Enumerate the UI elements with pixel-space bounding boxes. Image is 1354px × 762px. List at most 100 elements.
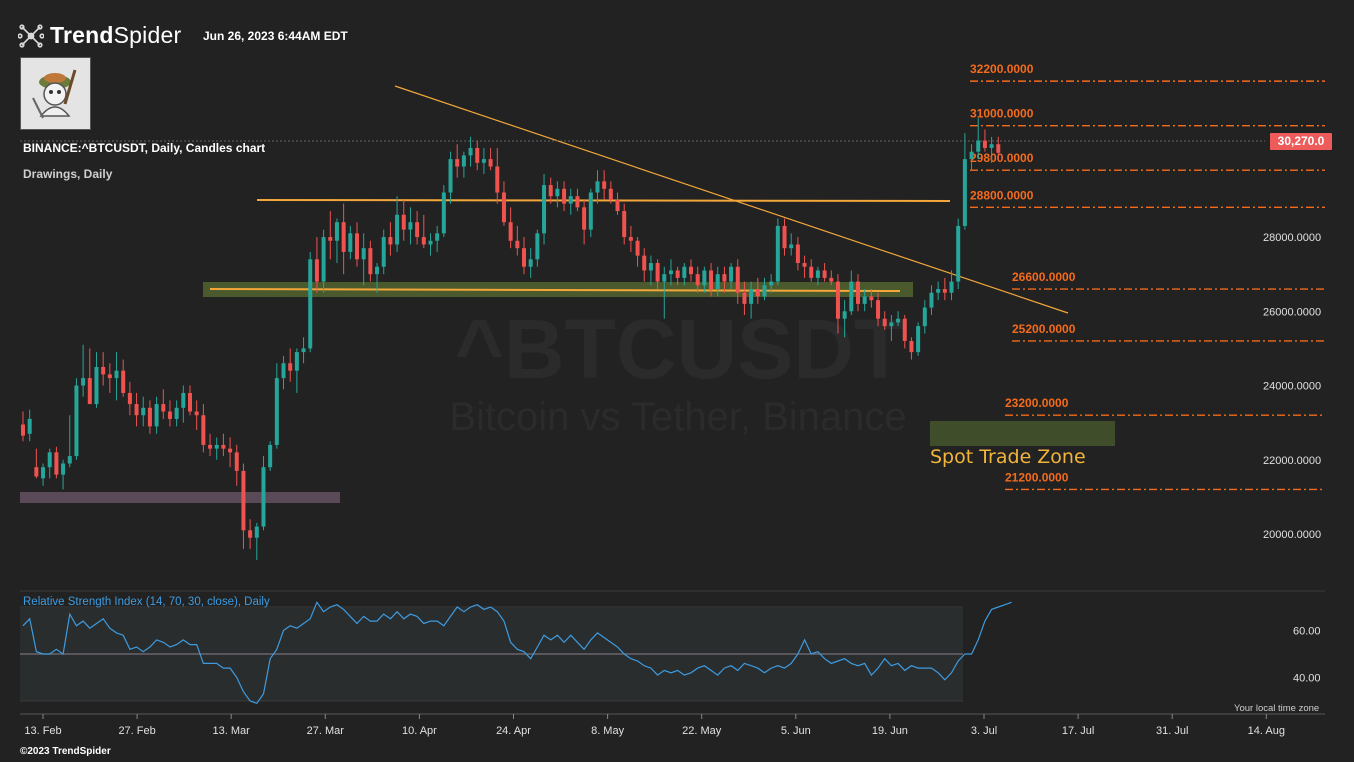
candle-body xyxy=(254,526,259,538)
candle-body xyxy=(762,285,767,297)
candle-body xyxy=(74,385,79,457)
candle-body xyxy=(775,225,780,282)
candle-body xyxy=(261,467,266,527)
candle-body xyxy=(468,147,473,156)
candle-body xyxy=(248,530,253,538)
candle-body xyxy=(815,270,820,278)
candle-body xyxy=(535,233,540,260)
candle-body xyxy=(81,378,86,386)
candle-body xyxy=(942,289,947,293)
candle-body xyxy=(415,222,420,238)
x-tick-label: 8. May xyxy=(591,725,625,737)
avatar-illustration xyxy=(21,58,90,129)
candle-body xyxy=(829,277,834,282)
candle-body xyxy=(562,188,567,204)
candle-body xyxy=(702,270,707,286)
x-tick-label: 24. Apr xyxy=(496,725,531,737)
candle-body xyxy=(441,192,446,234)
candle-body xyxy=(922,307,927,327)
x-tick-label: 5. Jun xyxy=(781,725,811,737)
level-label: 21200.0000 xyxy=(1005,470,1069,484)
candle-body xyxy=(134,404,139,416)
candle-body xyxy=(161,404,166,412)
candle-body xyxy=(94,366,99,405)
candle-body xyxy=(461,155,466,167)
candle-body xyxy=(341,222,346,252)
candle-body xyxy=(749,289,754,304)
candle-body xyxy=(421,237,426,245)
candle-body xyxy=(635,240,640,256)
candle-body xyxy=(508,222,513,241)
candle-body xyxy=(856,281,860,304)
candle-body xyxy=(47,452,52,468)
candle-body xyxy=(842,311,847,319)
price-axis: 20000.0000 22000.0000 24000.0000 26000.0000… xyxy=(1263,232,1321,541)
candle-body xyxy=(949,281,954,293)
y-tick-label: 20000.0000 xyxy=(1263,529,1321,541)
candle-body xyxy=(348,233,353,252)
level-label: 29800.0000 xyxy=(970,151,1034,165)
candle-body xyxy=(455,159,460,167)
candle-body xyxy=(876,300,881,319)
candle-body xyxy=(294,352,299,371)
candle-body xyxy=(201,415,206,445)
support-line[interactable] xyxy=(209,288,901,292)
candle-body xyxy=(715,274,720,290)
x-tick-label: 10. Apr xyxy=(402,725,437,737)
rsi-line[interactable] xyxy=(22,601,1012,705)
candle-body xyxy=(882,318,887,327)
candle-body xyxy=(408,222,413,230)
candle-body xyxy=(929,292,934,308)
rsi-tick-label: 60.00 xyxy=(1293,626,1321,638)
descending-trendline[interactable] xyxy=(394,85,1069,314)
candle-body xyxy=(869,296,874,301)
resistance-line[interactable] xyxy=(256,199,951,202)
x-tick-label: 27. Mar xyxy=(307,725,345,737)
candle-body xyxy=(181,392,186,408)
candle-body xyxy=(188,392,192,412)
timezone-note: Your local time zone xyxy=(1234,703,1320,714)
spot-trade-zone[interactable] xyxy=(930,421,1115,446)
candle-body xyxy=(301,348,306,353)
candle-body xyxy=(401,214,406,230)
candle-body xyxy=(548,185,553,197)
candle-body xyxy=(809,266,814,278)
candle-body xyxy=(495,166,500,193)
candle-body xyxy=(956,225,961,282)
candle-body xyxy=(682,266,687,278)
x-tick-label: 3. Jul xyxy=(971,725,997,737)
price-levels[interactable]: 32200.0000 31000.0000 29800.0000 28800.0000… xyxy=(970,62,1325,491)
candle-body xyxy=(174,407,179,419)
rsi-title: Relative Strength Index (14, 70, 30, clo… xyxy=(23,596,270,608)
candle-body xyxy=(542,185,547,234)
candle-body xyxy=(755,289,760,297)
watermark-subtitle: Bitcoin vs Tether, Binance xyxy=(449,395,906,439)
candle-body xyxy=(27,418,32,434)
level-label: 25200.0000 xyxy=(1012,322,1076,336)
candle-body xyxy=(789,244,794,249)
x-tick-label: 19. Jun xyxy=(872,725,908,737)
candle-body xyxy=(668,270,673,275)
candle-body xyxy=(154,404,159,427)
rsi-indicator[interactable]: 40.00 60.00 xyxy=(20,601,1321,705)
copyright: ©2023 TrendSpider xyxy=(20,746,111,757)
candle-body xyxy=(689,266,693,275)
candle-body xyxy=(575,196,580,208)
candle-body xyxy=(515,240,520,249)
y-tick-label: 22000.0000 xyxy=(1263,455,1321,467)
candle-body xyxy=(214,444,219,449)
candle-body xyxy=(41,467,46,479)
candle-body xyxy=(608,188,613,200)
spider-icon xyxy=(18,23,44,48)
candle-body xyxy=(21,424,25,436)
y-tick-label: 26000.0000 xyxy=(1263,306,1321,318)
candle-body xyxy=(114,370,119,379)
candle-body xyxy=(381,237,386,267)
x-tick-label: 31. Jul xyxy=(1156,725,1188,737)
candle-body xyxy=(709,270,714,290)
candle-body xyxy=(67,456,72,464)
x-tick-label: 17. Jul xyxy=(1062,725,1094,737)
low-zone[interactable] xyxy=(20,492,340,503)
x-tick-label: 14. Aug xyxy=(1248,725,1285,737)
